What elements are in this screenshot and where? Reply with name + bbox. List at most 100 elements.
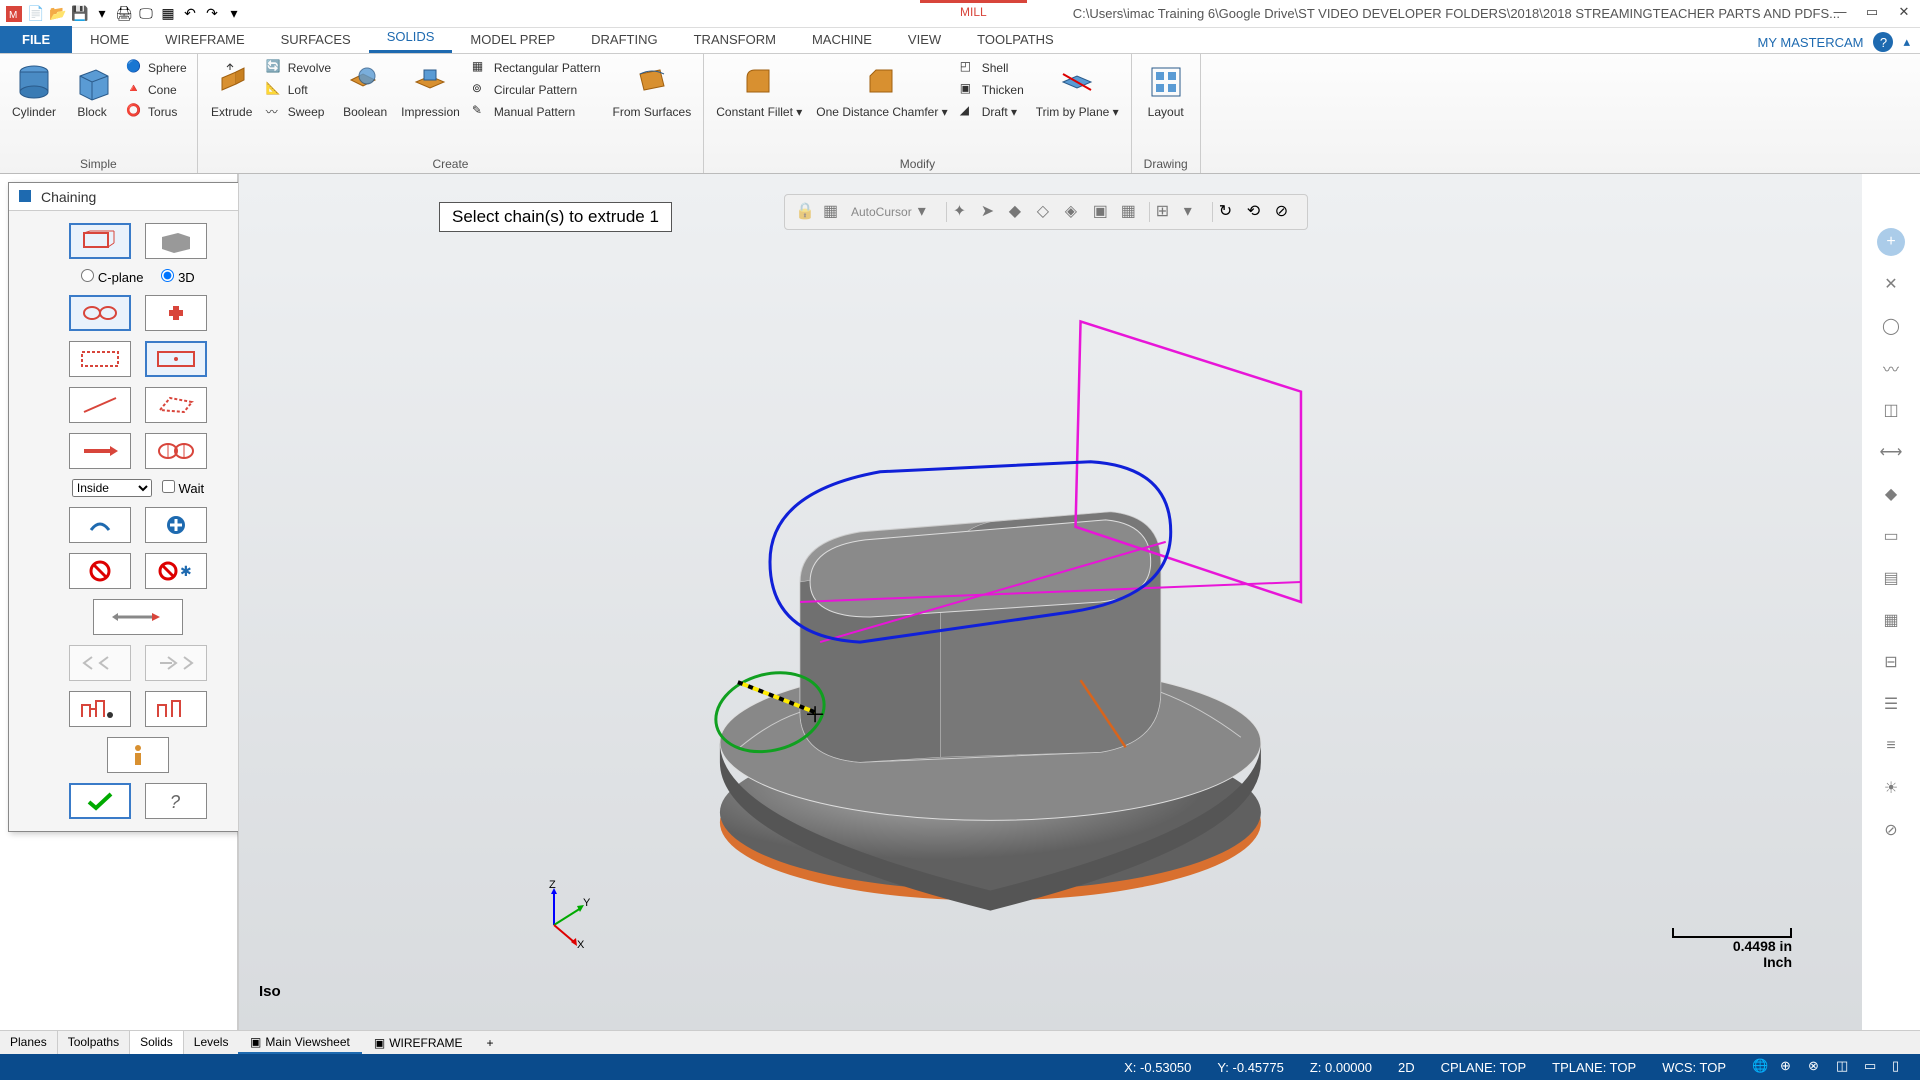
3d-radio[interactable]: 3D <box>161 269 194 285</box>
add-button[interactable] <box>145 295 207 331</box>
window-point-button[interactable] <box>145 341 207 377</box>
manual-pattern-button[interactable]: ✎Manual Pattern <box>470 102 603 122</box>
revolve-button[interactable]: 🔄Revolve <box>264 58 333 78</box>
tab-home[interactable]: HOME <box>72 26 147 53</box>
levels-tab[interactable]: Levels <box>184 1031 240 1054</box>
plus-button[interactable] <box>145 507 207 543</box>
unselect-button[interactable] <box>69 553 131 589</box>
draft-button[interactable]: ◢Draft ▾ <box>958 102 1026 122</box>
my-mastercam-link[interactable]: MY MASTERCAM <box>1758 35 1864 50</box>
circ-pattern-button[interactable]: ⊚Circular Pattern <box>470 80 603 100</box>
status-top-icon[interactable]: ▭ <box>1864 1058 1882 1076</box>
screenshot-icon[interactable]: 🖵 <box>136 4 156 24</box>
status-globe-icon[interactable]: 🌐 <box>1752 1058 1770 1076</box>
dock-stop-icon[interactable]: ⊘ <box>1877 816 1905 844</box>
status-iso-icon[interactable]: ◫ <box>1836 1058 1854 1076</box>
chamfer-button[interactable]: One Distance Chamfer ▾ <box>812 58 951 121</box>
shell-button[interactable]: ◰Shell <box>958 58 1026 78</box>
maximize-button[interactable]: ▭ <box>1862 4 1882 24</box>
end-chain-button[interactable] <box>145 691 207 727</box>
trim-button[interactable]: Trim by Plane ▾ <box>1032 58 1123 121</box>
blank-icon[interactable]: ▦ <box>158 4 178 24</box>
cylinder-button[interactable]: Cylinder <box>8 58 60 121</box>
dock-layer-icon[interactable]: ▤ <box>1877 564 1905 592</box>
thicken-button[interactable]: ▣Thicken <box>958 80 1026 100</box>
last-button[interactable] <box>69 507 131 543</box>
open-icon[interactable]: 📂 <box>48 4 68 24</box>
dock-dim-icon[interactable]: ⟷ <box>1877 438 1905 466</box>
file-tab[interactable]: FILE <box>0 26 72 53</box>
unselect-all-button[interactable]: ✱ <box>145 553 207 589</box>
polygon-button[interactable] <box>145 387 207 423</box>
dock-circle-icon[interactable]: ◯ <box>1877 312 1905 340</box>
save-icon[interactable]: 💾 <box>70 4 90 24</box>
tab-drafting[interactable]: DRAFTING <box>573 26 675 53</box>
cone-button[interactable]: 🔺Cone <box>124 80 189 100</box>
extrude-button[interactable]: Extrude <box>206 58 258 121</box>
save-dropdown-icon[interactable]: ▾ <box>92 4 112 24</box>
wireframe-viewsheet-tab[interactable]: ▣WIREFRAME <box>362 1031 475 1054</box>
ok-button[interactable] <box>69 783 131 819</box>
dock-cube-icon[interactable]: ◫ <box>1877 396 1905 424</box>
wait-checkbox[interactable]: Wait <box>162 480 204 496</box>
impression-button[interactable]: Impression <box>397 58 464 121</box>
dock-stack-icon[interactable]: ≡ <box>1877 732 1905 760</box>
solid-mode-button[interactable] <box>145 223 207 259</box>
status-wire-icon[interactable]: ⊕ <box>1780 1058 1798 1076</box>
planes-tab[interactable]: Planes <box>0 1031 58 1054</box>
redo-icon[interactable]: ↷ <box>202 4 222 24</box>
dock-align-icon[interactable]: ⊟ <box>1877 648 1905 676</box>
start-chain-button[interactable] <box>69 691 131 727</box>
window-button[interactable] <box>69 341 131 377</box>
reverse-button[interactable] <box>93 599 183 635</box>
qat-dropdown-icon[interactable]: ▾ <box>224 4 244 24</box>
toolpaths-tab[interactable]: Toolpaths <box>58 1031 130 1054</box>
dock-x-icon[interactable]: ✕ <box>1877 270 1905 298</box>
tab-view[interactable]: VIEW <box>890 26 959 53</box>
status-cplane[interactable]: CPLANE: TOP <box>1441 1060 1527 1075</box>
block-button[interactable]: Block <box>66 58 118 121</box>
tab-wireframe[interactable]: WIREFRAME <box>147 26 262 53</box>
close-button[interactable]: ✕ <box>1894 4 1914 24</box>
dock-grid-icon[interactable]: ▦ <box>1877 606 1905 634</box>
tab-solids[interactable]: SOLIDS <box>369 23 453 53</box>
layout-button[interactable]: Layout <box>1140 58 1192 121</box>
add-viewsheet-button[interactable]: + <box>475 1031 506 1054</box>
inside-dropdown[interactable]: Inside <box>72 479 152 497</box>
constant-fillet-button[interactable]: Constant Fillet ▾ <box>712 58 806 121</box>
prev-button[interactable] <box>69 645 131 681</box>
dock-menu-icon[interactable]: ☰ <box>1877 690 1905 718</box>
next-button[interactable] <box>145 645 207 681</box>
sphere-button[interactable]: 🔵Sphere <box>124 58 189 78</box>
help-icon[interactable]: ? <box>1873 32 1893 52</box>
info-button[interactable] <box>107 737 169 773</box>
vector-button[interactable] <box>69 433 131 469</box>
solids-manager-tab[interactable]: Solids <box>130 1031 184 1054</box>
help-button[interactable]: ? <box>145 783 207 819</box>
dock-note-icon[interactable]: ▭ <box>1877 522 1905 550</box>
boolean-button[interactable]: Boolean <box>339 58 391 121</box>
panel-titlebar[interactable]: Chaining ✕ <box>9 183 267 211</box>
single-button[interactable] <box>69 387 131 423</box>
rect-pattern-button[interactable]: ▦Rectangular Pattern <box>470 58 603 78</box>
chain-button[interactable] <box>69 295 131 331</box>
tab-transform[interactable]: TRANSFORM <box>676 26 794 53</box>
tab-modelprep[interactable]: MODEL PREP <box>452 26 573 53</box>
main-viewsheet-tab[interactable]: ▣Main Viewsheet <box>238 1031 362 1054</box>
dock-wave-icon[interactable]: 〰 <box>1877 354 1905 382</box>
tab-surfaces[interactable]: SURFACES <box>263 26 369 53</box>
tab-machine[interactable]: MACHINE <box>794 26 890 53</box>
status-wcs[interactable]: WCS: TOP <box>1662 1060 1726 1075</box>
torus-button[interactable]: ⭕Torus <box>124 102 189 122</box>
dock-color-icon[interactable]: ◆ <box>1877 480 1905 508</box>
from-surfaces-button[interactable]: From Surfaces <box>609 58 696 121</box>
area-button[interactable] <box>145 433 207 469</box>
status-mode[interactable]: 2D <box>1398 1060 1415 1075</box>
undo-icon[interactable]: ↶ <box>180 4 200 24</box>
wireframe-mode-button[interactable] <box>69 223 131 259</box>
print-icon[interactable]: 🖨 <box>114 4 134 24</box>
cplane-radio[interactable]: C-plane <box>81 269 143 285</box>
status-tplane[interactable]: TPLANE: TOP <box>1552 1060 1636 1075</box>
collapse-ribbon-icon[interactable]: ▴ <box>1903 34 1910 50</box>
dock-sun-icon[interactable]: ☀ <box>1877 774 1905 802</box>
